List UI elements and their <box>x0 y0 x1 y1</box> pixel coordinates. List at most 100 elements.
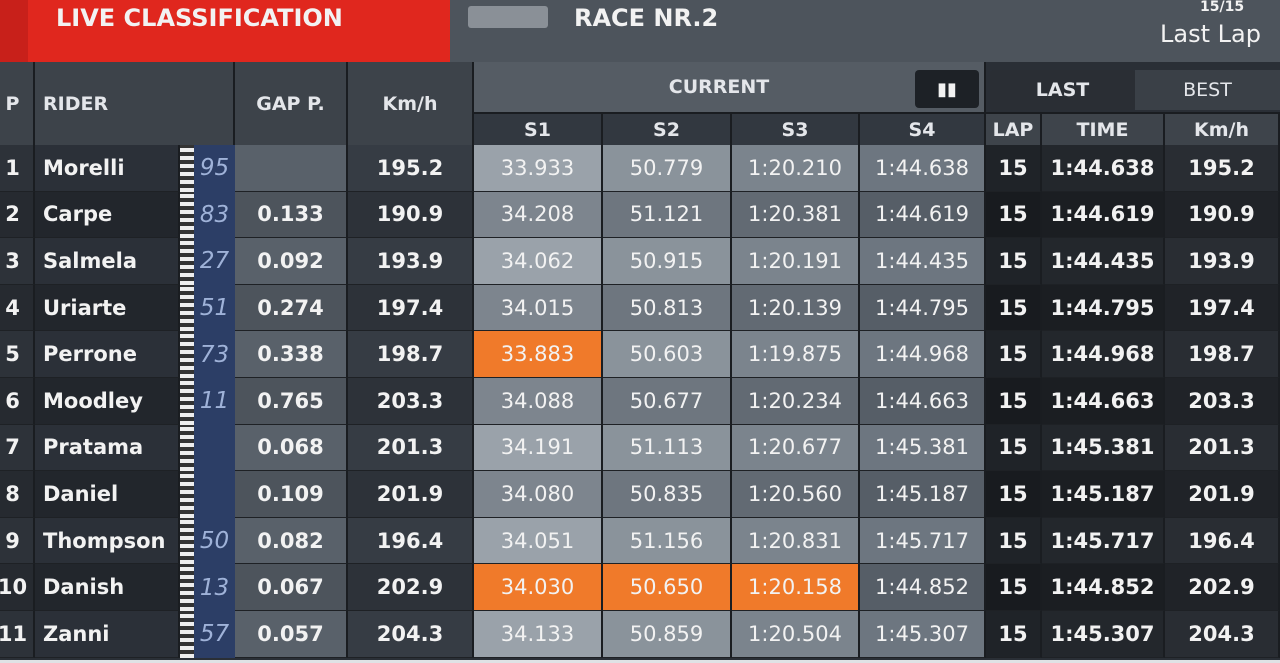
cell: 0.338 <box>235 331 348 378</box>
checker-flag <box>180 191 194 239</box>
cell: 1:20.210 <box>732 145 860 192</box>
cell: 1:44.968 <box>860 331 986 378</box>
cell: 1 <box>0 145 35 192</box>
checker-flag <box>180 564 194 611</box>
cell: 1:44.663 <box>860 378 986 425</box>
cell: 193.9 <box>348 238 474 285</box>
cell: 15 <box>986 378 1042 425</box>
cell: 1:20.234 <box>732 378 860 425</box>
cell: 196.4 <box>348 517 474 565</box>
cell: 50.835 <box>603 471 732 518</box>
lap-status: Last Lap <box>1160 20 1261 48</box>
column-header: TIME <box>1042 112 1165 145</box>
column-header: Km/h <box>1165 112 1280 145</box>
column-header: S4 <box>860 112 986 145</box>
cell: 1:44.638 <box>860 145 986 192</box>
cell: 0.274 <box>235 284 348 332</box>
red-edge <box>0 0 28 62</box>
rider-name: Salmela <box>35 238 180 285</box>
cell: 11 <box>0 611 35 658</box>
cell: 203.3 <box>348 378 474 425</box>
cell: 15 <box>986 517 1042 565</box>
screen-bottom <box>0 659 1280 663</box>
rider-number: 57 <box>194 611 235 658</box>
cell: 1:44.852 <box>860 564 986 611</box>
cell: 0.765 <box>235 378 348 425</box>
cell: 196.4 <box>1165 517 1280 565</box>
cell: 1:44.795 <box>1042 284 1165 332</box>
column-header: RIDER <box>35 62 235 145</box>
cell: 1:45.187 <box>860 471 986 518</box>
cell: 1:45.307 <box>1042 611 1165 658</box>
cell: 34.088 <box>474 378 603 425</box>
cell: 204.3 <box>348 611 474 658</box>
column-header: P <box>0 62 35 145</box>
cell: 1:44.435 <box>1042 238 1165 285</box>
cell: 33.883 <box>474 331 603 378</box>
column-header: LAP <box>986 112 1042 145</box>
rider-name: Morelli <box>35 145 180 192</box>
cell: 15 <box>986 284 1042 332</box>
cell: 0.109 <box>235 471 348 518</box>
checker-flag <box>180 284 194 332</box>
cell: 34.191 <box>474 424 603 472</box>
cell: 7 <box>0 424 35 472</box>
checker-flag <box>180 331 194 378</box>
cell: 10 <box>0 564 35 611</box>
cell: 1:20.831 <box>732 517 860 565</box>
cell: 34.015 <box>474 284 603 332</box>
cell: 190.9 <box>348 191 474 239</box>
cell: 190.9 <box>1165 191 1280 239</box>
rider-name: Danish <box>35 564 180 611</box>
group-tab: BEST <box>1135 70 1280 110</box>
cell: 50.779 <box>603 145 732 192</box>
chart-icon[interactable]: ▮▮ <box>915 70 979 108</box>
cell: 1:20.381 <box>732 191 860 239</box>
cell <box>235 145 348 192</box>
column-header: S2 <box>603 112 732 145</box>
cell: 51.156 <box>603 517 732 565</box>
cell: 50.813 <box>603 284 732 332</box>
cell: 15 <box>986 471 1042 518</box>
rider-number: 51 <box>194 284 235 332</box>
cell: 15 <box>986 238 1042 285</box>
cell: 201.3 <box>1165 424 1280 472</box>
cell: 15 <box>986 564 1042 611</box>
cell: 0.092 <box>235 238 348 285</box>
cell: 1:20.560 <box>732 471 860 518</box>
cell: 50.859 <box>603 611 732 658</box>
cell: 1:20.504 <box>732 611 860 658</box>
cell: 34.051 <box>474 517 603 565</box>
rider-name: Pratama <box>35 424 180 472</box>
cell: 5 <box>0 331 35 378</box>
cell: 15 <box>986 145 1042 192</box>
cell: 1:44.638 <box>1042 145 1165 192</box>
race-name: RACE NR.2 <box>574 4 719 32</box>
cell: 202.9 <box>348 564 474 611</box>
cell: 198.7 <box>348 331 474 378</box>
column-header: GAP P. <box>235 62 348 145</box>
rider-name: Zanni <box>35 611 180 658</box>
cell: 1:44.795 <box>860 284 986 332</box>
rider-name: Carpe <box>35 191 180 239</box>
cell: 201.9 <box>348 471 474 518</box>
cell: 51.121 <box>603 191 732 239</box>
checker-flag <box>180 611 194 658</box>
cell: 195.2 <box>1165 145 1280 192</box>
checker-flag <box>180 517 194 565</box>
cell: 1:45.187 <box>1042 471 1165 518</box>
cell: 8 <box>0 471 35 518</box>
cell: 197.4 <box>348 284 474 332</box>
cell: 9 <box>0 517 35 565</box>
cell: 193.9 <box>1165 238 1280 285</box>
cell: 197.4 <box>1165 284 1280 332</box>
cell: 0.068 <box>235 424 348 472</box>
checker-flag <box>180 238 194 285</box>
cell: 1:44.968 <box>1042 331 1165 378</box>
rider-number <box>194 471 235 518</box>
checker-flag <box>180 424 194 472</box>
cell: 0.133 <box>235 191 348 239</box>
rider-number: 83 <box>194 191 235 239</box>
cell: 1:19.875 <box>732 331 860 378</box>
checker-flag <box>180 471 194 518</box>
